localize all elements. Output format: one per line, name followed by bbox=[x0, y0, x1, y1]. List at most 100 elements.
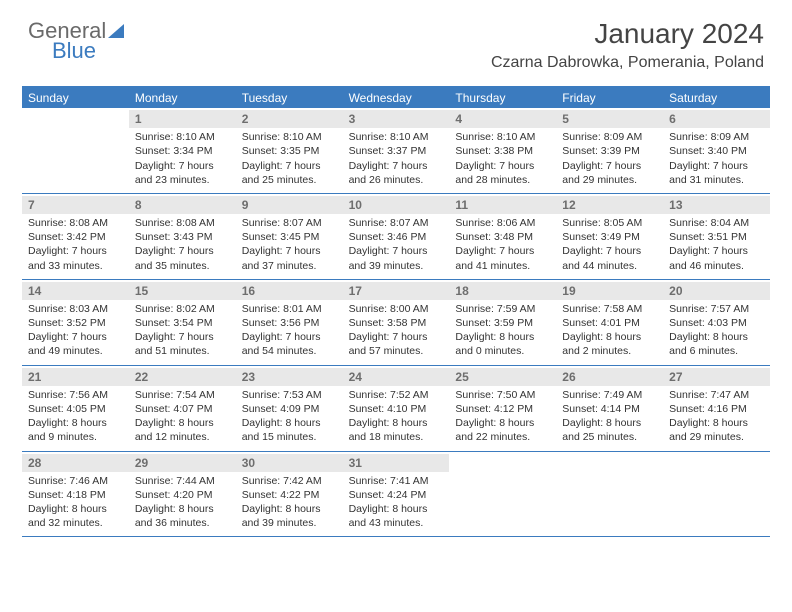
day-number: 1 bbox=[129, 110, 236, 128]
daylight-text: Daylight: 7 hours and 25 minutes. bbox=[242, 159, 337, 187]
daylight-text: Daylight: 7 hours and 31 minutes. bbox=[669, 159, 764, 187]
sunset-text: Sunset: 4:05 PM bbox=[28, 402, 123, 416]
day-number: 12 bbox=[556, 196, 663, 214]
sunset-text: Sunset: 4:24 PM bbox=[349, 488, 444, 502]
day-cell: 6Sunrise: 8:09 AMSunset: 3:40 PMDaylight… bbox=[663, 108, 770, 193]
sunrise-text: Sunrise: 8:01 AM bbox=[242, 302, 337, 316]
day-cell: 28Sunrise: 7:46 AMSunset: 4:18 PMDayligh… bbox=[22, 452, 129, 537]
sunrise-text: Sunrise: 7:46 AM bbox=[28, 474, 123, 488]
sunrise-text: Sunrise: 8:07 AM bbox=[349, 216, 444, 230]
day-cell: . bbox=[556, 452, 663, 537]
sunrise-text: Sunrise: 7:59 AM bbox=[455, 302, 550, 316]
day-cell: 17Sunrise: 8:00 AMSunset: 3:58 PMDayligh… bbox=[343, 280, 450, 365]
day-cell: 9Sunrise: 8:07 AMSunset: 3:45 PMDaylight… bbox=[236, 194, 343, 279]
sunrise-text: Sunrise: 7:47 AM bbox=[669, 388, 764, 402]
day-number: 22 bbox=[129, 368, 236, 386]
sunset-text: Sunset: 4:12 PM bbox=[455, 402, 550, 416]
daylight-text: Daylight: 7 hours and 26 minutes. bbox=[349, 159, 444, 187]
day-number: 23 bbox=[236, 368, 343, 386]
sunrise-text: Sunrise: 7:49 AM bbox=[562, 388, 657, 402]
day-header-tue: Tuesday bbox=[236, 88, 343, 108]
day-cell: 14Sunrise: 8:03 AMSunset: 3:52 PMDayligh… bbox=[22, 280, 129, 365]
day-number: 28 bbox=[22, 454, 129, 472]
day-cell: 22Sunrise: 7:54 AMSunset: 4:07 PMDayligh… bbox=[129, 366, 236, 451]
sunset-text: Sunset: 3:39 PM bbox=[562, 144, 657, 158]
day-cell: . bbox=[449, 452, 556, 537]
day-number: 30 bbox=[236, 454, 343, 472]
sunrise-text: Sunrise: 8:10 AM bbox=[135, 130, 230, 144]
daylight-text: Daylight: 7 hours and 28 minutes. bbox=[455, 159, 550, 187]
sunset-text: Sunset: 3:58 PM bbox=[349, 316, 444, 330]
day-cell: 27Sunrise: 7:47 AMSunset: 4:16 PMDayligh… bbox=[663, 366, 770, 451]
daylight-text: Daylight: 7 hours and 44 minutes. bbox=[562, 244, 657, 272]
daylight-text: Daylight: 7 hours and 29 minutes. bbox=[562, 159, 657, 187]
sunset-text: Sunset: 4:10 PM bbox=[349, 402, 444, 416]
day-number: 9 bbox=[236, 196, 343, 214]
sunrise-text: Sunrise: 8:09 AM bbox=[562, 130, 657, 144]
week-row: .1Sunrise: 8:10 AMSunset: 3:34 PMDayligh… bbox=[22, 108, 770, 194]
sunrise-text: Sunrise: 7:56 AM bbox=[28, 388, 123, 402]
logo-text-blue: Blue bbox=[52, 38, 96, 64]
sunset-text: Sunset: 4:18 PM bbox=[28, 488, 123, 502]
day-cell: 30Sunrise: 7:42 AMSunset: 4:22 PMDayligh… bbox=[236, 452, 343, 537]
daylight-text: Daylight: 7 hours and 46 minutes. bbox=[669, 244, 764, 272]
day-cell: 31 Sunrise: 7:41 AMSunset: 4:24 PMDayligh… bbox=[343, 452, 450, 537]
calendar: Sunday Monday Tuesday Wednesday Thursday… bbox=[22, 86, 770, 537]
sunrise-text: Sunrise: 7:41 AM bbox=[349, 474, 444, 488]
day-number: 13 bbox=[663, 196, 770, 214]
daylight-text: Daylight: 7 hours and 23 minutes. bbox=[135, 159, 230, 187]
day-header-sun: Sunday bbox=[22, 88, 129, 108]
day-number: 25 bbox=[449, 368, 556, 386]
sunrise-text: Sunrise: 7:44 AM bbox=[135, 474, 230, 488]
sunset-text: Sunset: 3:46 PM bbox=[349, 230, 444, 244]
day-cell: 11Sunrise: 8:06 AMSunset: 3:48 PMDayligh… bbox=[449, 194, 556, 279]
day-cell: 5Sunrise: 8:09 AMSunset: 3:39 PMDaylight… bbox=[556, 108, 663, 193]
daylight-text: Daylight: 8 hours and 15 minutes. bbox=[242, 416, 337, 444]
sunrise-text: Sunrise: 8:08 AM bbox=[135, 216, 230, 230]
sunrise-text: Sunrise: 8:04 AM bbox=[669, 216, 764, 230]
daylight-text: Daylight: 8 hours and 43 minutes. bbox=[349, 502, 444, 530]
day-number: 17 bbox=[343, 282, 450, 300]
sunrise-text: Sunrise: 7:50 AM bbox=[455, 388, 550, 402]
sunset-text: Sunset: 4:20 PM bbox=[135, 488, 230, 502]
sunset-text: Sunset: 3:52 PM bbox=[28, 316, 123, 330]
day-cell: 18Sunrise: 7:59 AMSunset: 3:59 PMDayligh… bbox=[449, 280, 556, 365]
sunrise-text: Sunrise: 7:42 AM bbox=[242, 474, 337, 488]
daylight-text: Daylight: 7 hours and 33 minutes. bbox=[28, 244, 123, 272]
day-header-mon: Monday bbox=[129, 88, 236, 108]
week-row: 14Sunrise: 8:03 AMSunset: 3:52 PMDayligh… bbox=[22, 280, 770, 366]
sunrise-text: Sunrise: 8:06 AM bbox=[455, 216, 550, 230]
day-cell: 1Sunrise: 8:10 AMSunset: 3:34 PMDaylight… bbox=[129, 108, 236, 193]
sunset-text: Sunset: 3:43 PM bbox=[135, 230, 230, 244]
day-number: 18 bbox=[449, 282, 556, 300]
sunset-text: Sunset: 3:48 PM bbox=[455, 230, 550, 244]
day-number: 31 bbox=[343, 454, 450, 472]
day-number: 2 bbox=[236, 110, 343, 128]
day-cell: 26Sunrise: 7:49 AMSunset: 4:14 PMDayligh… bbox=[556, 366, 663, 451]
sunset-text: Sunset: 4:14 PM bbox=[562, 402, 657, 416]
day-header-row: Sunday Monday Tuesday Wednesday Thursday… bbox=[22, 88, 770, 108]
sunrise-text: Sunrise: 7:58 AM bbox=[562, 302, 657, 316]
sunset-text: Sunset: 4:01 PM bbox=[562, 316, 657, 330]
sunrise-text: Sunrise: 8:10 AM bbox=[242, 130, 337, 144]
day-number: 15 bbox=[129, 282, 236, 300]
day-header-fri: Friday bbox=[556, 88, 663, 108]
day-cell: 2Sunrise: 8:10 AMSunset: 3:35 PMDaylight… bbox=[236, 108, 343, 193]
day-number: 26 bbox=[556, 368, 663, 386]
day-cell: . bbox=[663, 452, 770, 537]
day-cell: 15Sunrise: 8:02 AMSunset: 3:54 PMDayligh… bbox=[129, 280, 236, 365]
sunset-text: Sunset: 3:45 PM bbox=[242, 230, 337, 244]
day-number: 11 bbox=[449, 196, 556, 214]
day-number: 8 bbox=[129, 196, 236, 214]
daylight-text: Daylight: 8 hours and 36 minutes. bbox=[135, 502, 230, 530]
day-number: 3 bbox=[343, 110, 450, 128]
day-number: 4 bbox=[449, 110, 556, 128]
day-header-thu: Thursday bbox=[449, 88, 556, 108]
day-number: 6 bbox=[663, 110, 770, 128]
sunset-text: Sunset: 3:38 PM bbox=[455, 144, 550, 158]
sunset-text: Sunset: 4:22 PM bbox=[242, 488, 337, 502]
sunset-text: Sunset: 3:56 PM bbox=[242, 316, 337, 330]
daylight-text: Daylight: 8 hours and 9 minutes. bbox=[28, 416, 123, 444]
sunrise-text: Sunrise: 8:00 AM bbox=[349, 302, 444, 316]
sunrise-text: Sunrise: 8:10 AM bbox=[455, 130, 550, 144]
